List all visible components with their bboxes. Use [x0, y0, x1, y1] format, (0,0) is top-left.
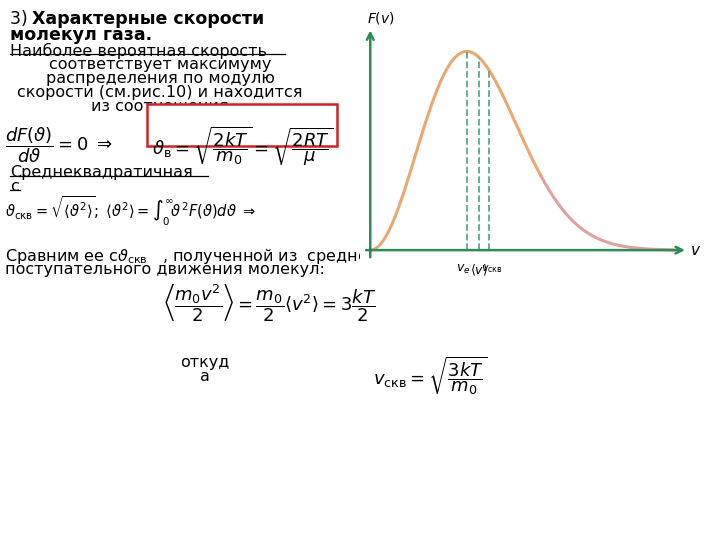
Text: молекул газа.: молекул газа. [10, 26, 152, 44]
Text: $F(v)$: $F(v)$ [366, 10, 395, 25]
Text: $\dfrac{dF(\vartheta)}{d\vartheta} = 0 \;\Rightarrow$: $\dfrac{dF(\vartheta)}{d\vartheta} = 0 \… [5, 125, 112, 165]
Text: с: с [10, 179, 19, 194]
Text: $\vartheta_{\rm скв} = \sqrt{\langle\vartheta^2\rangle};\;\langle\vartheta^2\ran: $\vartheta_{\rm скв} = \sqrt{\langle\var… [5, 195, 256, 228]
Text: $v_{\rm скв}$: $v_{\rm скв}$ [481, 263, 503, 275]
Text: 0: 0 [560, 256, 570, 271]
Text: $v$: $v$ [690, 242, 701, 258]
Text: соответствует максимуму: соответствует максимуму [49, 57, 271, 72]
Text: Характерные скорости: Характерные скорости [32, 10, 264, 28]
Text: $\left\langle\dfrac{m_0 v^2}{2}\right\rangle = \dfrac{m_0}{2}\langle v^2\rangle : $\left\langle\dfrac{m_0 v^2}{2}\right\ra… [163, 282, 377, 324]
FancyBboxPatch shape [147, 104, 337, 146]
Text: откуд: откуд [180, 355, 230, 370]
Text: Среднеквадратичная: Среднеквадратичная [10, 165, 193, 180]
Text: Рис.1: Рис.1 [560, 242, 602, 257]
Text: распределения по модулю: распределения по модулю [45, 71, 274, 86]
Text: Сравним ее с$\vartheta_{\rm скв}$   , полученной из  средней кинетической энерги: Сравним ее с$\vartheta_{\rm скв}$ , полу… [5, 247, 575, 266]
Text: поступательного движения молекул:: поступательного движения молекул: [5, 262, 325, 277]
Text: $v_{\rm скв} = \sqrt{\dfrac{3kT}{m_0}}$: $v_{\rm скв} = \sqrt{\dfrac{3kT}{m_0}}$ [373, 355, 487, 397]
Text: скорости (см.рис.10) и находится: скорости (см.рис.10) и находится [17, 85, 302, 100]
Text: $\langle v \rangle$: $\langle v \rangle$ [470, 263, 488, 278]
Text: а: а [200, 369, 210, 384]
Text: $v_e$: $v_e$ [456, 263, 471, 276]
Text: 3): 3) [10, 10, 33, 28]
Text: из соотношения: из соотношения [91, 99, 229, 114]
Text: Наиболее вероятная скорость: Наиболее вероятная скорость [10, 43, 267, 59]
Text: $\vartheta_{\rm в} = \sqrt{\dfrac{2kT}{m_0}} = \sqrt{\dfrac{2RT}{\mu}}$: $\vartheta_{\rm в} = \sqrt{\dfrac{2kT}{m… [152, 125, 333, 168]
Text: $v_{\rm скв} = \sqrt{\dfrac{3kT}{m_0}} = \sqrt{\dfrac{3RT}{\mu}}$: $v_{\rm скв} = \sqrt{\dfrac{3kT}{m_0}} =… [390, 195, 572, 240]
